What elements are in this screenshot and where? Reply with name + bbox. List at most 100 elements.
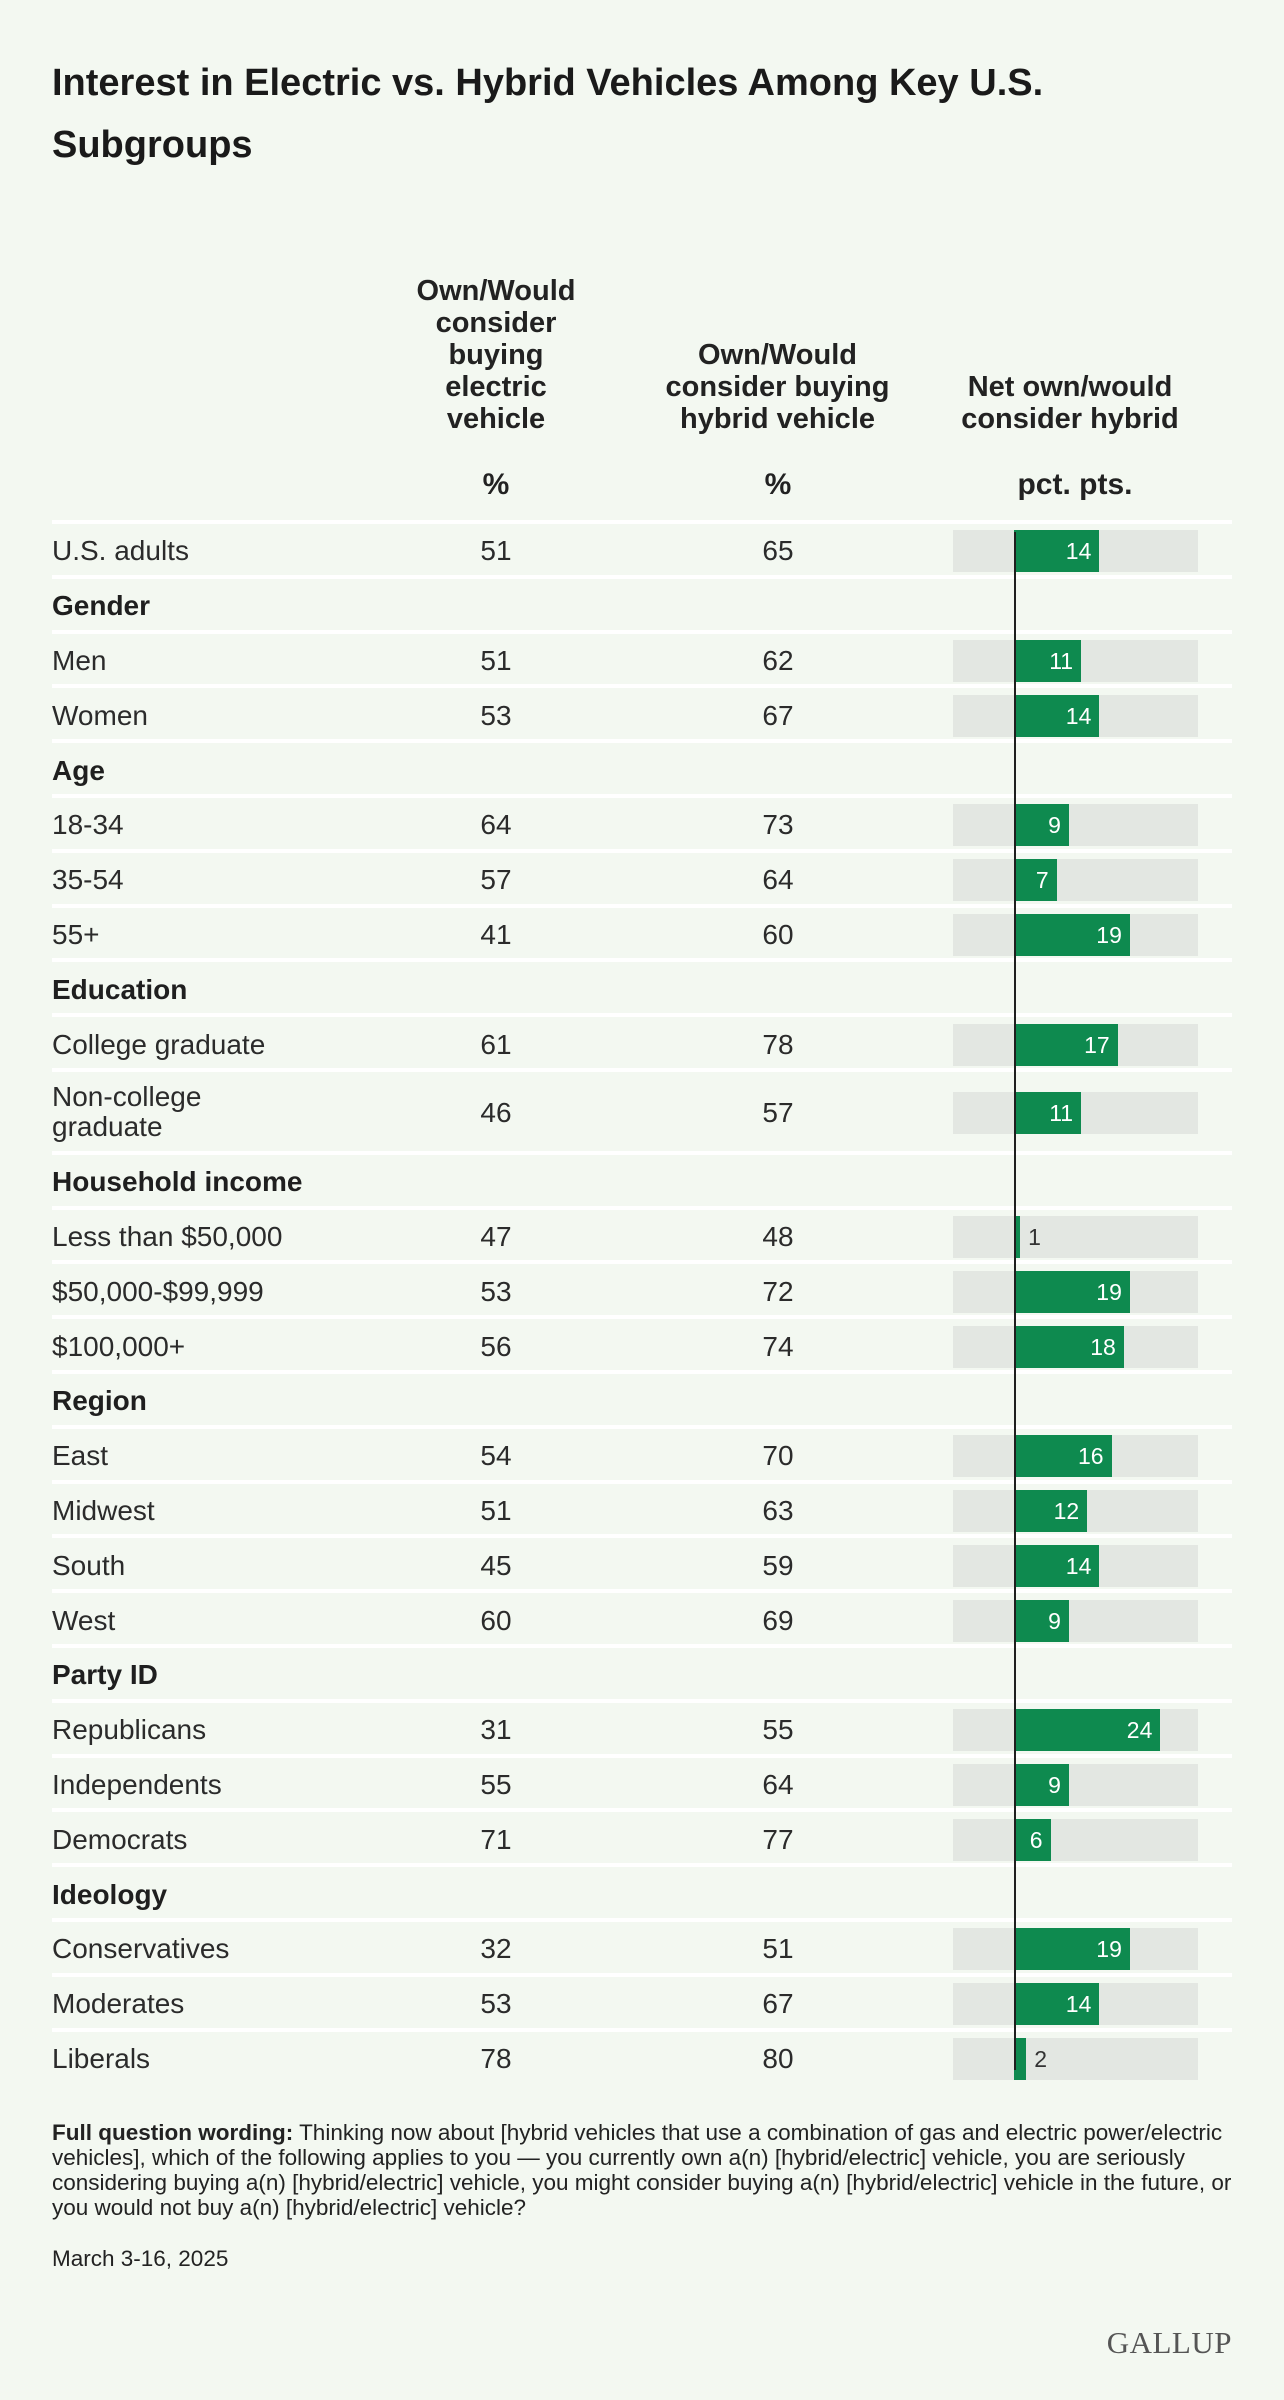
group-label: Region <box>52 1385 147 1417</box>
table-row: Liberals 78 80 2 <box>52 2027 1232 2083</box>
net-bar <box>1014 1489 1088 1532</box>
row-label: 35-54 <box>52 864 124 896</box>
table-row: 18-34 64 73 9 <box>52 794 1232 849</box>
row-label: Liberals <box>52 2042 151 2074</box>
table-row: Democrats 71 77 6 <box>52 1808 1232 1863</box>
group-label: Gender <box>52 590 151 622</box>
row-label: $50,000-$99,999 <box>52 1275 264 1307</box>
electric-value: 53 <box>480 699 512 731</box>
survey-date: March 3-16, 2025 <box>52 2246 229 2271</box>
hybrid-value: 69 <box>762 1604 794 1636</box>
net-bar-label: 14 <box>1065 702 1092 729</box>
hybrid-value: 60 <box>762 918 794 950</box>
group-label: Household income <box>52 1166 303 1198</box>
table-row: 55+ 41 60 19 <box>52 903 1232 959</box>
table-row: College graduate 61 78 17 <box>52 1013 1232 1068</box>
group-header-row: Age <box>52 739 1232 794</box>
net-bar-label: 18 <box>1090 1333 1116 1360</box>
electric-value: 71 <box>480 1823 512 1855</box>
electric-value: 41 <box>480 918 512 950</box>
electric-value: 32 <box>480 1933 512 1965</box>
hybrid-value: 73 <box>762 809 794 841</box>
electric-value: 56 <box>480 1330 512 1362</box>
net-bar <box>1014 913 1130 956</box>
electric-value: 53 <box>480 1275 512 1307</box>
table-row: West 60 69 9 <box>52 1589 1232 1644</box>
hybrid-value: 57 <box>762 1097 794 1129</box>
hybrid-value: 55 <box>762 1714 794 1746</box>
table-row: Moderates 53 67 14 <box>52 1972 1232 2028</box>
net-bar <box>1014 1599 1069 1642</box>
group-label: Party ID <box>52 1659 158 1691</box>
unit-hybrid: % <box>764 468 792 501</box>
hybrid-value: 72 <box>762 1275 794 1307</box>
net-bar-label: 9 <box>1048 812 1061 839</box>
net-bar-label: 6 <box>1029 1826 1043 1853</box>
net-bar <box>1014 1818 1051 1861</box>
footnote-text: Thinking now about [hybrid vehicles that… <box>52 2120 1232 2220</box>
hybrid-value: 64 <box>762 864 794 896</box>
electric-value: 54 <box>480 1440 512 1472</box>
hybrid-value: 74 <box>762 1330 794 1362</box>
net-bar-label: 19 <box>1096 1278 1122 1305</box>
row-label: West <box>52 1604 116 1636</box>
net-bar <box>1014 804 1069 847</box>
electric-value: 64 <box>480 809 512 841</box>
table-row: Less than $50,000 47 48 1 <box>52 1205 1232 1261</box>
row-label: U.S. adults <box>52 535 189 567</box>
header-electric: Own/Would consider buying electric vehic… <box>416 275 576 435</box>
hybrid-value: 65 <box>762 535 794 567</box>
net-bar-track <box>953 2037 1198 2080</box>
net-bar <box>1014 1983 1100 2026</box>
row-label: East <box>52 1440 109 1472</box>
electric-value: 53 <box>480 1988 512 2020</box>
group-header-row: Gender <box>52 574 1232 630</box>
net-bar-label: 19 <box>1096 921 1122 948</box>
net-bar <box>1014 859 1057 902</box>
hybrid-value: 51 <box>762 1933 794 1965</box>
footnote-label: Full question wording: <box>52 2120 294 2145</box>
group-label: Age <box>52 754 105 786</box>
net-bar <box>1014 1763 1069 1806</box>
group-header-row: Ideology <box>52 1863 1232 1918</box>
table-row: $50,000-$99,999 53 72 19 <box>52 1260 1232 1315</box>
net-bar-label: 11 <box>1049 1100 1074 1127</box>
net-bar-label: 2 <box>1034 2045 1047 2072</box>
electric-value: 51 <box>480 644 512 676</box>
electric-value: 60 <box>480 1604 512 1636</box>
table-row: $100,000+ 56 74 18 <box>52 1315 1232 1370</box>
table-row: Non-college graduate 46 57 11 <box>52 1068 1232 1151</box>
electric-value: 57 <box>480 864 512 896</box>
row-label: Moderates <box>52 1988 185 2020</box>
hybrid-value: 67 <box>762 699 794 731</box>
row-label-line: Non-college <box>52 1081 202 1112</box>
net-bar <box>1014 639 1082 682</box>
row-label: Independents <box>52 1768 222 1800</box>
net-bar <box>1014 1215 1021 1258</box>
row-label-line: graduate <box>52 1111 163 1142</box>
row-label: Less than $50,000 <box>52 1220 283 1252</box>
group-header-row: Region <box>52 1370 1232 1425</box>
electric-value: 47 <box>480 1220 512 1252</box>
group-header-row: Party ID <box>52 1644 1232 1699</box>
row-label: Democrats <box>52 1823 188 1855</box>
net-bar <box>1014 1544 1100 1587</box>
hybrid-value: 64 <box>762 1768 794 1800</box>
row-label: 18-34 <box>52 809 124 841</box>
net-bar-label: 14 <box>1065 1991 1092 2018</box>
hybrid-value: 63 <box>762 1494 794 1526</box>
electric-value: 55 <box>480 1768 512 1800</box>
net-bar-track <box>953 1763 1198 1806</box>
net-bar-label: 14 <box>1065 1552 1092 1579</box>
header-net: Net own/would consider hybrid <box>961 371 1179 435</box>
row-label: College graduate <box>52 1028 266 1060</box>
net-bar <box>1014 1270 1130 1313</box>
net-bar-label: 24 <box>1126 1717 1153 1744</box>
row-label: Conservatives <box>52 1933 230 1965</box>
chart-title: Interest in Electric vs. Hybrid Vehicles… <box>52 62 1044 166</box>
table-row: Conservatives 32 51 19 <box>52 1918 1232 1973</box>
table-row: Women 53 67 14 <box>52 684 1232 739</box>
table-row: South 45 59 14 <box>52 1534 1232 1589</box>
electric-value: 46 <box>480 1097 512 1129</box>
hybrid-value: 59 <box>762 1549 794 1581</box>
